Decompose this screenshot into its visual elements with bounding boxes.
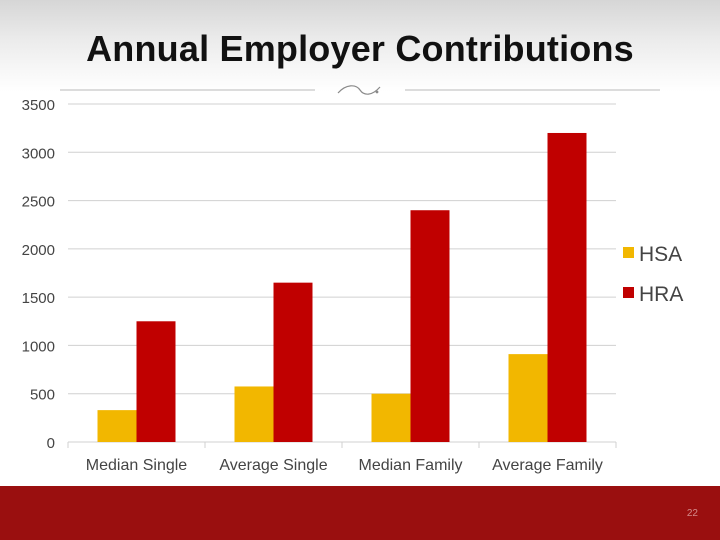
bar-hsa-2 <box>234 386 274 442</box>
bar-hra-3 <box>410 210 450 442</box>
y-tick-label: 3000 <box>22 145 55 162</box>
x-category-label: Median Single <box>86 457 188 474</box>
y-tick-label: 2500 <box>22 194 55 211</box>
y-tick-label: 3500 <box>22 97 55 114</box>
legend-label-hra: HRA <box>639 283 683 306</box>
y-tick-label: 1000 <box>22 338 55 355</box>
legend-label-hsa: HSA <box>639 243 682 266</box>
x-category-label: Average Single <box>219 457 327 474</box>
bar-hra-2 <box>273 282 313 442</box>
title-ornament <box>60 85 660 95</box>
x-axis-categories: Median Single Average Single Median Family… <box>86 457 603 474</box>
y-axis-ticks: 0 500 1000 1500 2000 2500 3000 3500 <box>22 97 55 452</box>
slide-title: Annual Employer Contributions <box>86 28 634 69</box>
bar-hsa-1 <box>97 410 137 442</box>
y-tick-label: 0 <box>47 435 55 452</box>
y-tick-label: 1500 <box>22 290 55 307</box>
bar-chart: 0 500 1000 1500 2000 2500 3000 3500 Median Sing… <box>22 97 684 474</box>
legend: HSA HRA <box>623 243 683 306</box>
slide-footer: 22 <box>0 486 720 540</box>
bar-hsa-3 <box>371 393 411 442</box>
y-tick-label: 500 <box>30 387 55 404</box>
bar-hra-1 <box>136 321 176 442</box>
legend-swatch-hsa <box>623 247 634 258</box>
legend-swatch-hra <box>623 287 634 298</box>
page-number: 22 <box>686 508 698 519</box>
x-category-label: Median Family <box>358 457 462 474</box>
bars <box>97 132 587 442</box>
slide-header <box>0 0 720 92</box>
y-tick-label: 2000 <box>22 242 55 259</box>
x-category-label: Average Family <box>492 457 603 474</box>
bar-hsa-4 <box>508 354 548 442</box>
bar-hra-4 <box>547 132 587 442</box>
